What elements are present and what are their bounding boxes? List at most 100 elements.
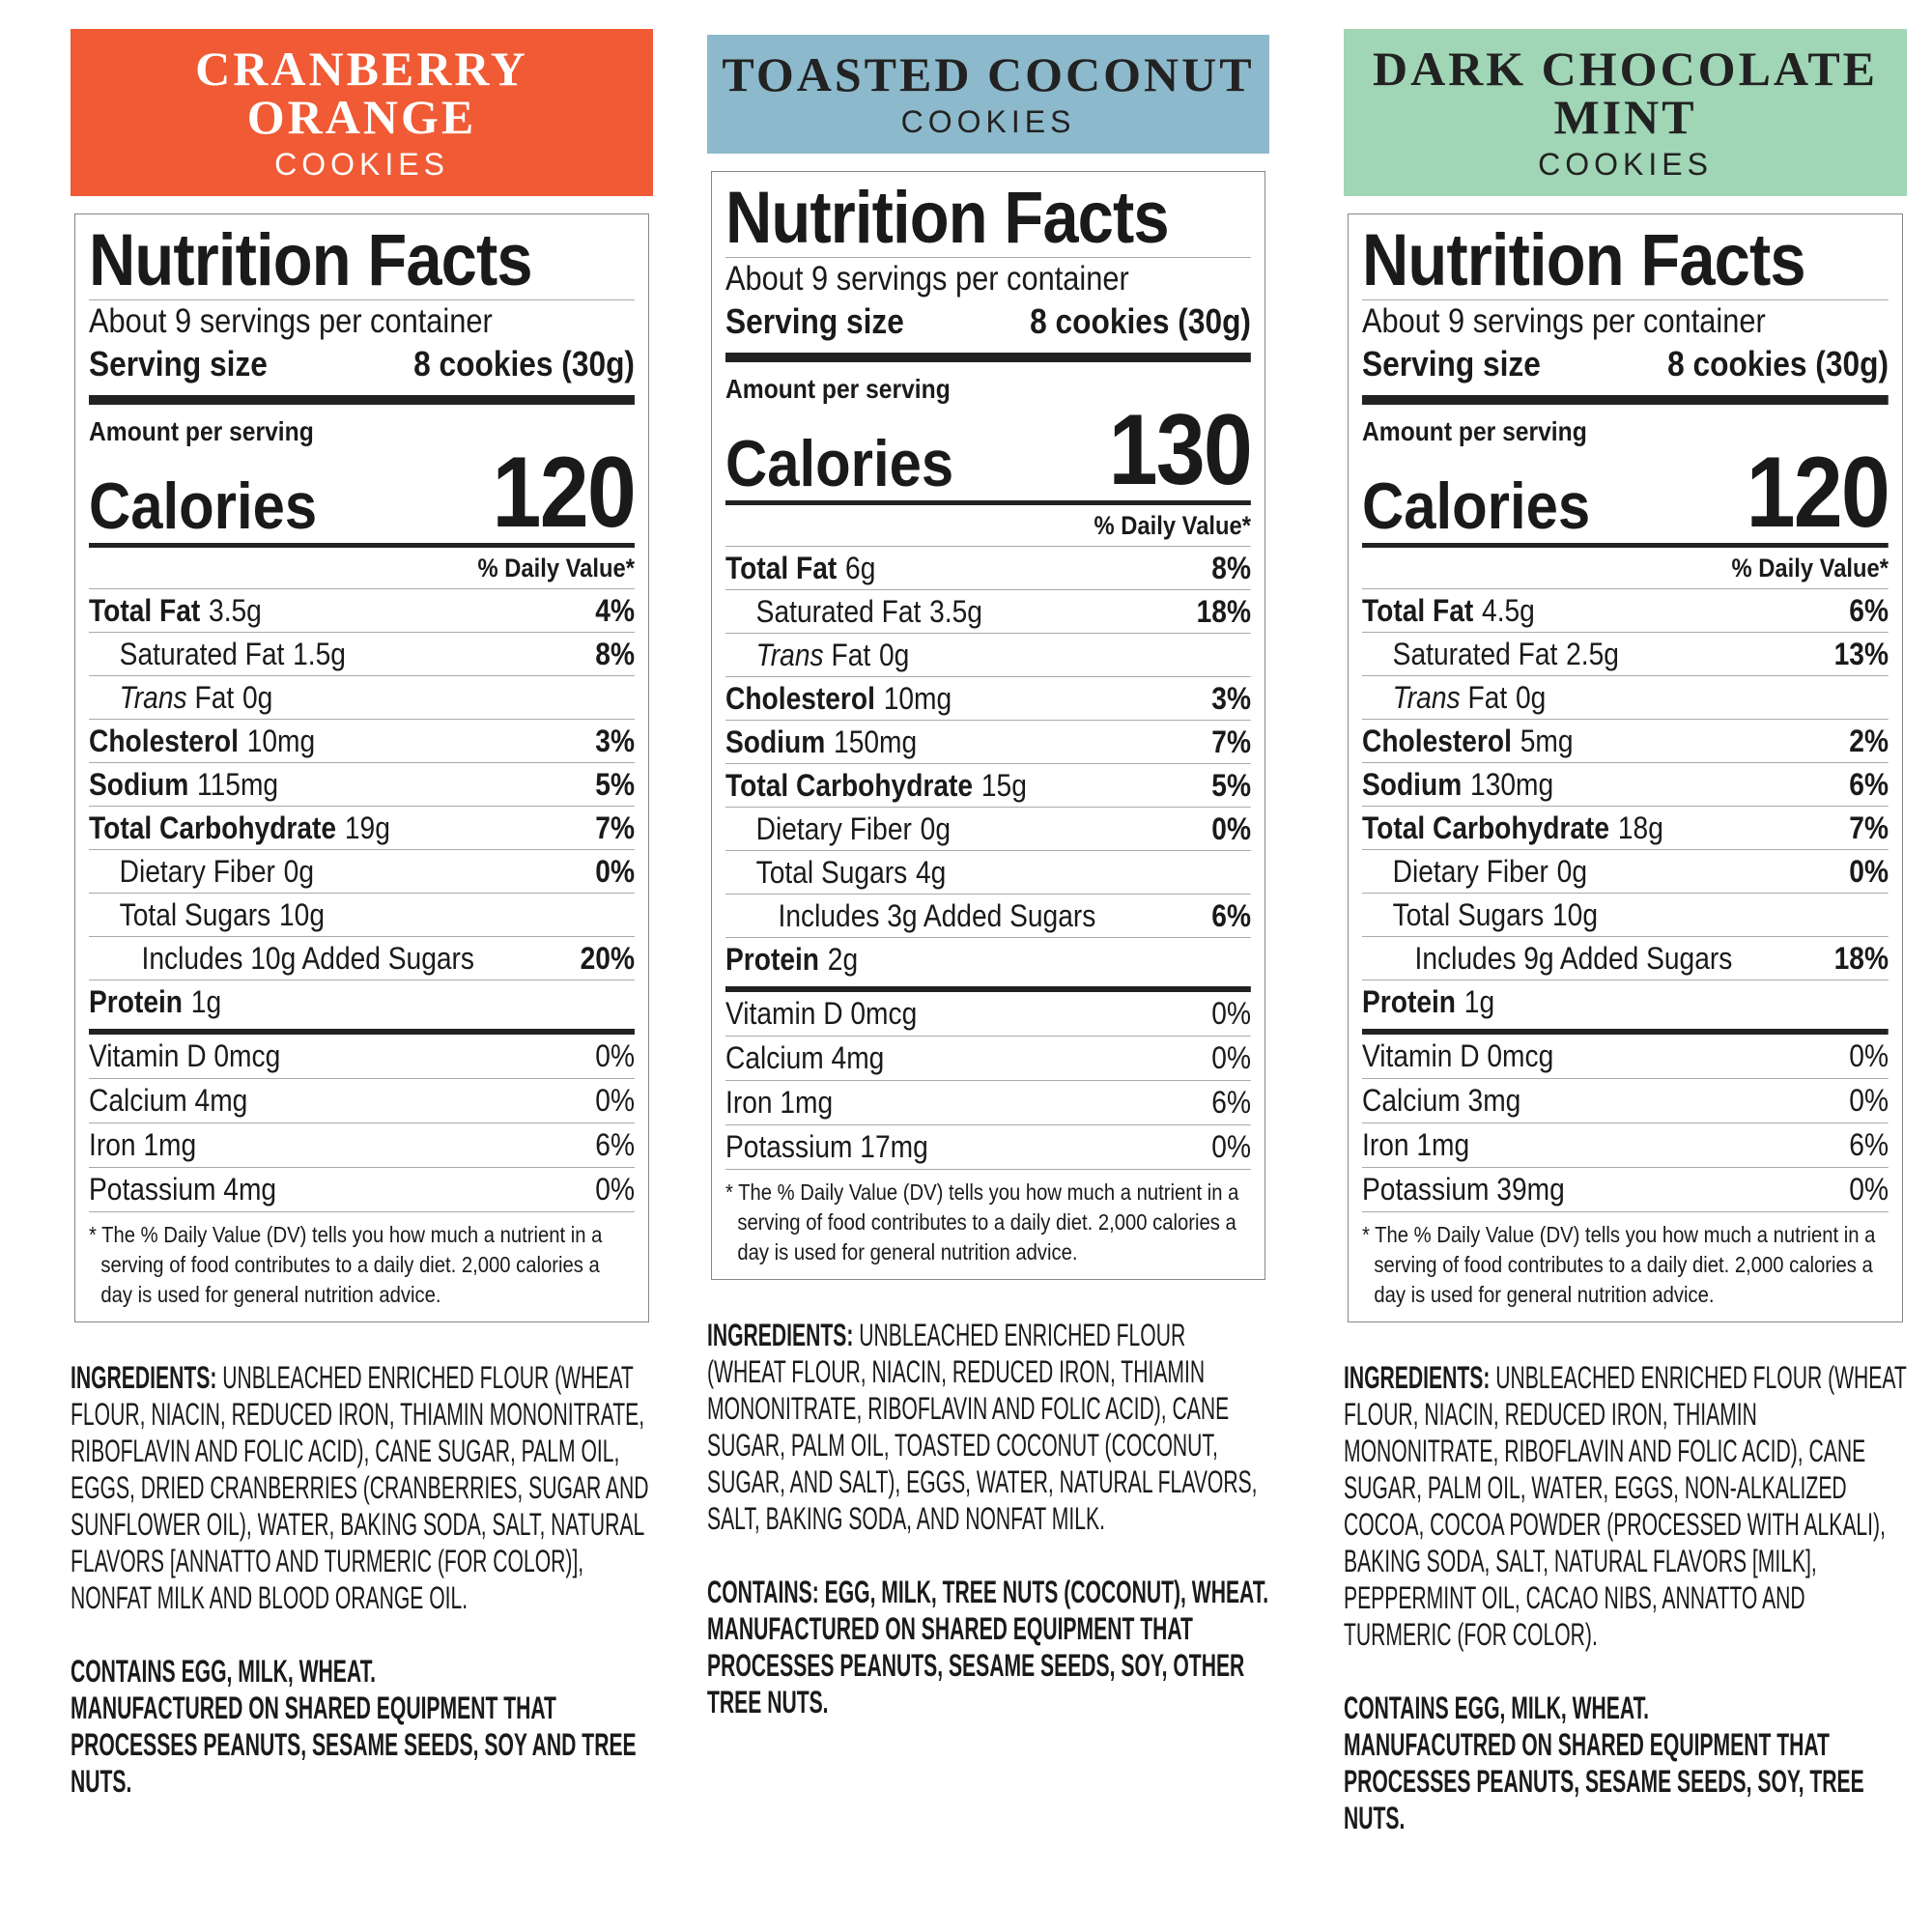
nutrient-amount: 2g [827, 942, 859, 978]
nutrient-label: Total Carbohydrate 15g [725, 764, 1027, 807]
vitamin-dv: 0% [595, 1083, 635, 1119]
nutrient-label: Sodium 150mg [725, 721, 917, 763]
nutrient-amount: 15g [980, 768, 1027, 804]
servings-per-container: About 9 servings per container [1362, 301, 1766, 340]
ingredients-text: UNBLEACHED ENRICHED FLOUR (WHEAT FLOUR, … [707, 1318, 1258, 1537]
ingredients-paragraph: INGREDIENTS: UNBLEACHED ENRICHED FLOUR (… [71, 1359, 653, 1616]
serving-size-label: Serving size [89, 343, 268, 384]
nutrient-row: Saturated Fat 3.5g 18% [725, 589, 1251, 633]
calories-label: Calories [89, 469, 318, 544]
vitamin-name: Potassium 4mg [89, 1172, 277, 1208]
nutrient-name: Protein [725, 942, 820, 978]
nutrient-amount: 1g [1463, 984, 1495, 1020]
vitamin-dv: 0% [1211, 1040, 1251, 1076]
daily-value: 0% [595, 854, 635, 890]
nutrient-name-italic: Trans [755, 638, 824, 673]
amount-per-serving: Amount per serving [725, 373, 951, 404]
amount-per-serving: Amount per serving [1362, 415, 1587, 446]
nutrient-row: Total Sugars 10g [89, 893, 635, 936]
nutrient-amount: 4.5g [1482, 593, 1535, 629]
product-column: TOASTED COCONUT COOKIES Nutrition Facts Abo… [707, 35, 1269, 1720]
nutrient-label: Protein 2g [725, 938, 858, 980]
product-column: CRANBERRY ORANGE COOKIES Nutrition Facts Ab… [71, 29, 653, 1800]
vitamin-name: Iron 1mg [89, 1127, 197, 1163]
daily-value: 18% [1196, 594, 1251, 630]
nutrient-label: Includes 9g Added Sugars [1415, 937, 1733, 980]
nutrient-amount: 10g [279, 897, 325, 933]
footnote: * The % Daily Value (DV) tells you how m… [725, 1179, 1239, 1265]
nutrient-label: Trans Fat 0g [120, 676, 273, 719]
daily-value-header: % Daily Value* [1094, 511, 1251, 541]
ingredients-paragraph: INGREDIENTS: UNBLEACHED ENRICHED FLOUR (… [707, 1317, 1269, 1537]
calories-row: Calories 120 [89, 442, 637, 549]
daily-value: 18% [1833, 941, 1889, 977]
vitamin-dv: 0% [1211, 996, 1251, 1032]
nutrient-row: Total Carbohydrate 15g 5% [725, 763, 1251, 807]
vitamin-dv: 0% [595, 1038, 635, 1074]
daily-value: 8% [595, 637, 635, 672]
ingredients-content: INGREDIENTS: UNBLEACHED ENRICHED FLOUR (… [71, 1359, 653, 1800]
nutrient-label: Total Fat 3.5g [89, 589, 262, 632]
vitamin-row: Calcium 3mg 0% [1362, 1079, 1889, 1124]
vitamin-name: Vitamin D 0mcg [89, 1038, 281, 1074]
allergen-statement: MANUFACTURED ON SHARED EQUIPMENT THAT PR… [707, 1611, 1245, 1720]
nutrient-row: Cholesterol 10mg 3% [89, 719, 635, 762]
nutrition-label: Nutrition Facts About 9 servings per cont… [711, 171, 1265, 1281]
nutrient-label: Trans Fat 0g [756, 634, 910, 676]
ingredients-label: INGREDIENTS: [71, 1360, 217, 1396]
nutrient-name: Cholesterol [89, 724, 239, 759]
nutrient-name: Cholesterol [1362, 724, 1512, 759]
allergen-statement: CONTAINS EGG, MILK, WHEAT. [1344, 1690, 1650, 1726]
ingredients-paragraph: INGREDIENTS: UNBLEACHED ENRICHED FLOUR (… [1344, 1359, 1907, 1653]
nutrient-name: Includes 3g Added Sugars [778, 898, 1096, 934]
footnote: * The % Daily Value (DV) tells you how m… [1362, 1222, 1876, 1308]
nutrient-name: Saturated Fat [1392, 637, 1558, 672]
nutrient-label: Total Fat 4.5g [1362, 589, 1535, 632]
nutrient-name: Total Fat [1362, 593, 1474, 629]
serving-size: 8 cookies (30g) [1030, 300, 1251, 341]
product-column: DARK CHOCOLATE MINT COOKIES Nutrition Fact… [1344, 29, 1907, 1836]
daily-value: 20% [580, 941, 635, 977]
nutrient-name: Total Carbohydrate [89, 810, 337, 846]
nutrient-name: Total Sugars [755, 855, 908, 891]
nutrition-label: Nutrition Facts About 9 servings per cont… [74, 213, 649, 1323]
calories-value: 130 [1108, 393, 1253, 506]
nutrient-name: Total Fat [89, 593, 201, 629]
nutrient-name: Includes 10g Added Sugars [141, 941, 474, 977]
nutrient-label: Includes 10g Added Sugars [142, 937, 474, 980]
nutrient-label: Cholesterol 10mg [89, 720, 315, 762]
nutrient-label: Total Sugars 4g [756, 851, 947, 894]
daily-value: 6% [1849, 593, 1889, 629]
nutrient-label: Saturated Fat 2.5g [1393, 633, 1619, 675]
vitamin-name: Calcium 3mg [1362, 1083, 1521, 1119]
serving-size-row: Serving size 8 cookies (30g) [89, 343, 635, 405]
nutrient-name: Includes 9g Added Sugars [1414, 941, 1733, 977]
nutrient-amount: 4g [916, 855, 947, 891]
vitamin-name: Vitamin D 0mcg [725, 996, 918, 1032]
daily-value: 7% [595, 810, 635, 846]
vitamin-dv: 0% [1849, 1172, 1889, 1208]
product-subtitle: COOKIES [1538, 147, 1713, 182]
nutrient-label: Includes 3g Added Sugars [779, 895, 1096, 937]
nutrient-name: Protein [1362, 984, 1457, 1020]
nutrition-label: Nutrition Facts About 9 servings per cont… [1348, 213, 1903, 1323]
product-header: TOASTED COCONUT COOKIES [707, 35, 1269, 154]
vitamin-dv: 6% [1211, 1085, 1251, 1121]
servings-per-container: About 9 servings per container [89, 301, 493, 340]
nutrient-amount: 115mg [197, 767, 279, 803]
daily-value: 4% [595, 593, 635, 629]
nutrient-row: Sodium 115mg 5% [89, 762, 635, 806]
nutrient-row: Sodium 130mg 6% [1362, 762, 1889, 806]
nutrient-row: Trans Fat 0g [89, 675, 635, 719]
nutrient-amount: 3.5g [929, 594, 982, 630]
daily-value: 5% [1211, 768, 1251, 804]
vitamin-name: Calcium 4mg [89, 1083, 248, 1119]
nutrient-label: Saturated Fat 3.5g [756, 590, 982, 633]
nutrient-name-italic: Trans [1392, 680, 1461, 716]
divider [1362, 1029, 1889, 1036]
vitamin-row: Calcium 4mg 0% [725, 1037, 1251, 1082]
product-subtitle: COOKIES [900, 104, 1076, 139]
product-name: DARK CHOCOLATE MINT [1372, 42, 1879, 144]
daily-value: 13% [1833, 637, 1889, 672]
